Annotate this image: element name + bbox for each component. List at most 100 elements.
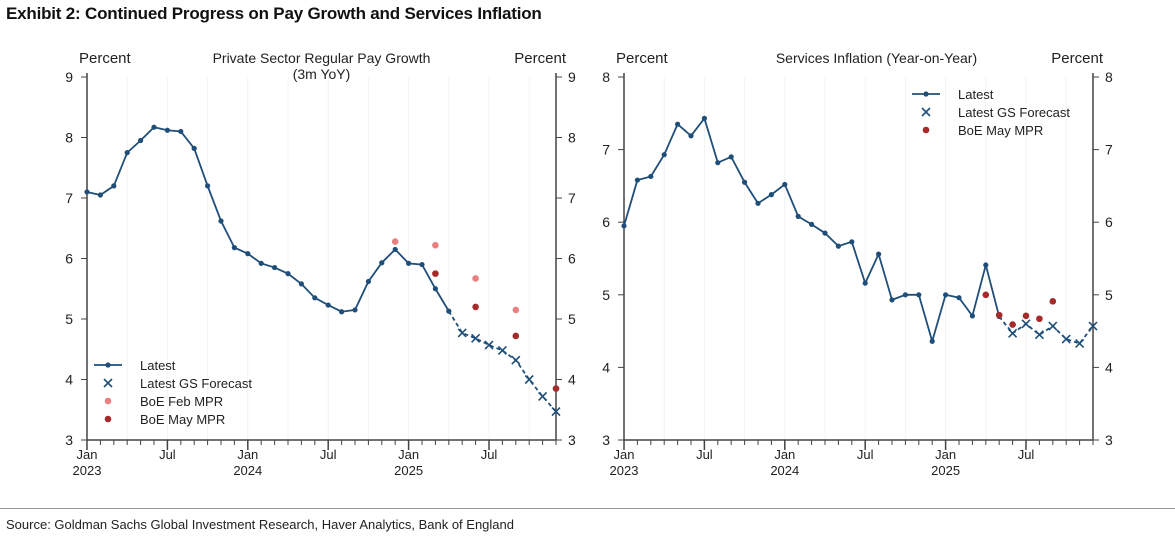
chart1-legend-label: Latest GS Forecast [140, 376, 252, 391]
chart1-forecast-point [524, 374, 534, 385]
chart2-title: Services Inflation (Year-on-Year) [776, 50, 977, 66]
chart2-ytick-label-right: 7 [1105, 142, 1113, 158]
chart1-ytick-label-left: 9 [65, 69, 73, 85]
chart2-latest-point [701, 115, 708, 121]
chart2-latest-point [929, 338, 935, 344]
chart2-legend-latest-marker [923, 91, 929, 97]
chart1-latest-point [138, 137, 144, 144]
chart2-latest-point [661, 152, 667, 158]
chart2-latest-point [862, 280, 868, 286]
divider [0, 508, 1175, 509]
chart2-ytick-label-right: 4 [1105, 359, 1113, 375]
chart1-ytick-label-right: 8 [568, 130, 576, 146]
chart2-legend-label: Latest GS Forecast [958, 105, 1070, 120]
chart1-legend-latest-marker [105, 362, 111, 368]
chart1-xtick-year-label: 2025 [394, 463, 423, 478]
chart2-may-mpr-point [995, 311, 1003, 319]
chart2-latest-point [835, 243, 842, 249]
chart1-forecast-point [484, 340, 494, 350]
chart2-ytick-label-right: 3 [1105, 432, 1113, 448]
chart2-xtick-label: Jul [857, 447, 874, 462]
chart2-forecast-line [998, 316, 1094, 345]
source-note: Source: Goldman Sachs Global Investment … [6, 517, 514, 532]
chart2-latest-point [876, 251, 882, 257]
chart2-latest-point [956, 295, 962, 301]
chart1-ytick-label-right: 3 [568, 432, 576, 448]
chart1-xtick-label: Jan [398, 447, 419, 462]
chart1-legend-mpr-marker [104, 397, 112, 405]
chart1-latest-point [231, 245, 237, 251]
chart2-xtick-label: Jan [614, 447, 635, 462]
chart1-legend-label: BoE Feb MPR [140, 394, 223, 409]
chart2-may-mpr-point [982, 291, 990, 299]
chart2-forecast-point [1021, 319, 1031, 329]
chart1-ytick-label-right: 7 [568, 190, 576, 206]
chart1-title: Private Sector Regular Pay Growth [213, 50, 431, 66]
chart2-latest-point [675, 121, 681, 127]
chart1-legend-label: BoE May MPR [140, 412, 225, 427]
chart1-subtitle: (3m YoY) [293, 66, 351, 82]
chart1-ytick-label-right: 9 [568, 69, 576, 85]
chart2-latest-point [715, 160, 721, 166]
chart2-ytick-label-left: 3 [602, 432, 610, 448]
chart2-latest-point [782, 181, 788, 188]
chart1-legend-forecast-marker [103, 378, 113, 388]
chart2-latest-point [902, 292, 909, 298]
chart2-latest-point [648, 173, 654, 180]
chart2-ytick-label-left: 8 [602, 69, 610, 85]
chart1-legend-mpr-marker [104, 415, 112, 423]
chart1-latest-point [285, 271, 291, 277]
chart2-latest-point [688, 133, 694, 139]
chart2-forecast-point [1034, 330, 1044, 340]
chart1-legend-label: Latest [140, 358, 176, 373]
chart2-xtick-year-label: 2024 [770, 463, 799, 478]
chart1-latest-point [151, 124, 157, 130]
chart1-feb-mpr-point [512, 306, 520, 314]
chart1-forecast-point [497, 345, 507, 356]
chart2-forecast-point [1075, 338, 1085, 349]
chart1-latest-point [111, 183, 117, 189]
chart1-ytick-label-right: 6 [568, 251, 576, 267]
chart1-ylabel-left: Percent [79, 50, 132, 67]
chart2-legend-label: Latest [958, 87, 994, 102]
chart1-feb-mpr-point [432, 241, 439, 249]
chart1-xtick-label: Jan [237, 447, 258, 462]
chart2-ytick-label-right: 8 [1105, 69, 1113, 85]
chart2-latest-point [728, 154, 734, 160]
chart1-latest-point [339, 309, 345, 315]
chart1-latest-point [272, 264, 278, 271]
chart1-latest-point [97, 192, 103, 198]
chart1-forecast-point [538, 391, 548, 402]
chart1-ytick-label-left: 3 [65, 432, 73, 448]
chart2-ytick-label-left: 7 [602, 142, 610, 158]
chart2-xtick-label: Jul [696, 447, 713, 462]
chart1-latest-point [84, 189, 90, 195]
chart1-xtick-label: Jul [481, 447, 498, 462]
chart2-latest-point [969, 313, 976, 319]
chart2-forecast-point [1008, 328, 1018, 338]
chart1-latest-point [379, 260, 385, 266]
chart1-ytick-label-left: 6 [65, 251, 73, 267]
chart1-ylabel-right: Percent [514, 50, 567, 67]
chart2-xtick-year-label: 2025 [931, 463, 960, 478]
chart2-xtick-year-label: 2023 [610, 463, 639, 478]
chart1-may-mpr-point [512, 332, 520, 340]
chart2-ytick-label-left: 6 [602, 214, 610, 230]
chart1-feb-mpr-point [391, 238, 399, 245]
chart1-latest-point [325, 302, 331, 308]
chart2-may-mpr-point [1022, 312, 1030, 320]
chart2-latest-point [755, 200, 761, 206]
chart2-latest-point [809, 221, 815, 227]
chart1-latest-point [406, 260, 412, 266]
chart2-xtick-label: Jul [1018, 447, 1035, 462]
chart1-latest-point [392, 246, 398, 253]
chart2-xtick-label: Jan [774, 447, 795, 462]
chart1-forecast-point [551, 406, 561, 417]
chart1-xtick-label: Jan [77, 447, 98, 462]
chart1-latest-point [258, 260, 264, 266]
chart1-ytick-label-right: 4 [568, 372, 576, 388]
chart2-latest-point [768, 192, 775, 198]
chart2-ylabel-right: Percent [1051, 50, 1104, 67]
